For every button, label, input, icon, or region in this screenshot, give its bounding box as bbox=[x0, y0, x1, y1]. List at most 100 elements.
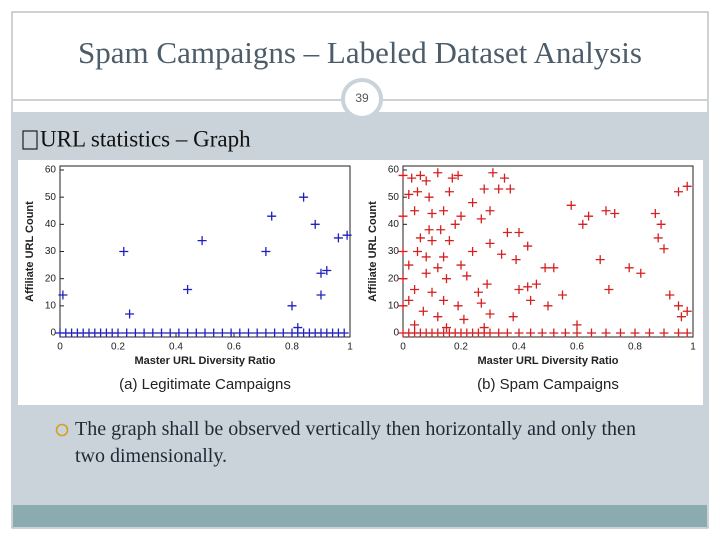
point bbox=[278, 328, 288, 338]
point bbox=[235, 328, 245, 338]
point bbox=[398, 170, 408, 180]
point bbox=[601, 328, 611, 338]
point bbox=[410, 320, 420, 330]
point bbox=[682, 181, 692, 191]
point bbox=[404, 189, 414, 199]
y-tick-label: 60 bbox=[388, 165, 400, 176]
point bbox=[659, 328, 669, 338]
point bbox=[316, 290, 326, 300]
point bbox=[244, 328, 253, 338]
point bbox=[485, 206, 495, 216]
point bbox=[148, 328, 158, 338]
point bbox=[485, 238, 495, 248]
figure-background bbox=[18, 160, 703, 405]
point bbox=[252, 328, 262, 338]
x-tick-label: 1 bbox=[347, 342, 353, 353]
point bbox=[322, 266, 332, 276]
point bbox=[624, 263, 634, 273]
point bbox=[404, 260, 414, 270]
point bbox=[427, 208, 437, 218]
point bbox=[427, 287, 437, 297]
point bbox=[456, 211, 466, 221]
text-bullet bbox=[55, 423, 69, 437]
point bbox=[165, 328, 175, 338]
point bbox=[333, 233, 343, 243]
point bbox=[604, 285, 614, 295]
chart-caption: (a) Legitimate Campaigns bbox=[119, 376, 291, 393]
x-tick-label: 0.8 bbox=[285, 342, 299, 353]
point bbox=[549, 263, 559, 273]
point bbox=[404, 295, 414, 305]
point bbox=[439, 295, 449, 305]
point bbox=[502, 227, 512, 237]
point bbox=[537, 328, 547, 338]
point bbox=[439, 206, 449, 216]
point bbox=[413, 187, 422, 197]
point bbox=[444, 187, 454, 197]
point bbox=[473, 287, 483, 297]
point bbox=[342, 230, 352, 240]
point bbox=[587, 328, 596, 338]
y-tick-label: 10 bbox=[45, 300, 57, 311]
point bbox=[130, 328, 140, 338]
y-tick-label: 40 bbox=[45, 219, 57, 230]
point bbox=[514, 227, 524, 237]
point bbox=[261, 328, 271, 338]
point bbox=[122, 328, 132, 338]
point bbox=[410, 206, 420, 216]
point bbox=[526, 295, 536, 305]
point bbox=[418, 306, 428, 316]
point bbox=[485, 328, 495, 338]
point bbox=[415, 170, 425, 180]
point bbox=[488, 168, 498, 178]
point bbox=[558, 290, 567, 300]
point bbox=[476, 298, 486, 308]
point bbox=[468, 198, 478, 208]
y-axis-label: Affiliate URL Count bbox=[24, 201, 36, 302]
chart-caption: (b) Spam Campaigns bbox=[477, 376, 619, 393]
point bbox=[125, 309, 135, 319]
point bbox=[439, 252, 449, 262]
point bbox=[682, 306, 692, 316]
x-tick-label: 1 bbox=[690, 342, 696, 353]
point bbox=[209, 328, 219, 338]
point bbox=[523, 282, 533, 292]
point bbox=[287, 301, 297, 311]
point bbox=[453, 301, 463, 311]
point bbox=[398, 301, 408, 311]
point bbox=[511, 255, 521, 265]
x-tick-label: 0.6 bbox=[227, 342, 241, 353]
y-tick-label: 40 bbox=[388, 219, 400, 230]
point bbox=[508, 312, 518, 322]
point bbox=[450, 219, 460, 229]
point bbox=[456, 260, 466, 270]
point bbox=[549, 328, 559, 338]
x-tick-label: 0.6 bbox=[570, 342, 584, 353]
page-number: 39 bbox=[355, 91, 369, 105]
point bbox=[630, 328, 640, 338]
point bbox=[543, 301, 553, 311]
point bbox=[476, 214, 486, 224]
point bbox=[523, 241, 533, 251]
point bbox=[601, 206, 611, 216]
point bbox=[191, 328, 201, 338]
y-tick-label: 10 bbox=[388, 300, 400, 311]
point bbox=[407, 173, 417, 183]
point bbox=[413, 247, 422, 256]
point bbox=[421, 176, 431, 186]
point bbox=[560, 328, 570, 338]
slide-title: Spam Campaigns – Labeled Dataset Analysi… bbox=[78, 35, 642, 70]
y-tick-label: 0 bbox=[393, 328, 399, 339]
y-tick-label: 50 bbox=[45, 192, 57, 203]
point bbox=[595, 255, 605, 265]
x-tick-label: 0.4 bbox=[512, 342, 526, 353]
point bbox=[421, 252, 431, 262]
point bbox=[526, 328, 536, 338]
point bbox=[531, 279, 541, 289]
point bbox=[139, 328, 149, 338]
point bbox=[270, 328, 280, 338]
point bbox=[462, 271, 472, 281]
point bbox=[502, 328, 512, 338]
y-tick-label: 0 bbox=[50, 328, 56, 339]
x-tick-label: 0.4 bbox=[169, 342, 183, 353]
